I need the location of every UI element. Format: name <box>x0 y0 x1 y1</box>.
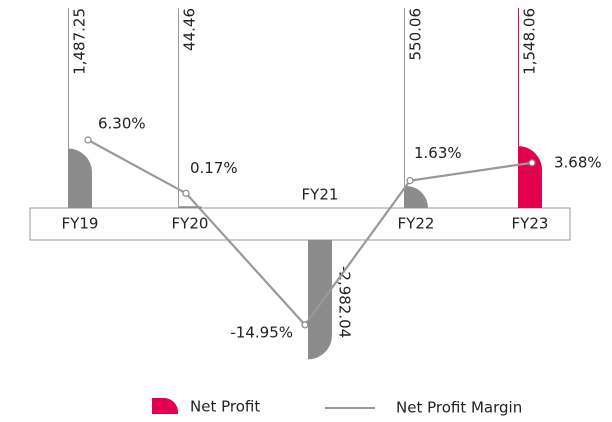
margin-value-label: 0.17% <box>190 159 238 177</box>
margin-value-label: 6.30% <box>98 114 146 132</box>
category-label: FY20 <box>172 215 209 233</box>
margin-value-label: 1.63% <box>414 144 462 162</box>
margin-marker <box>406 177 414 185</box>
bar <box>178 206 202 208</box>
category-band <box>29 207 571 241</box>
bar-value-label: 44.46 <box>181 8 199 51</box>
bar-value-label: 1,487.25 <box>71 8 89 75</box>
bar <box>518 146 542 208</box>
margin-value-label: -14.95% <box>230 323 293 341</box>
margin-marker <box>84 136 92 144</box>
category-label: FY21 <box>302 186 339 204</box>
bar <box>68 148 92 208</box>
category-label: FY22 <box>398 215 435 233</box>
legend-label: Net Profit Margin <box>396 399 522 417</box>
bar <box>308 240 332 360</box>
margin-marker <box>182 189 190 197</box>
bar-value-label: 1,548.06 <box>521 8 539 75</box>
bar-value-label: -2,982.04 <box>336 266 354 338</box>
legend-label: Net Profit <box>190 398 260 416</box>
legend-swatch <box>152 398 178 414</box>
bar <box>404 185 428 208</box>
margin-marker <box>301 321 309 329</box>
bar-value-label: 550.06 <box>407 8 425 61</box>
margin-marker <box>528 159 536 167</box>
category-label: FY23 <box>512 215 549 233</box>
margin-value-label: 3.68% <box>554 153 602 171</box>
category-label: FY19 <box>62 215 99 233</box>
